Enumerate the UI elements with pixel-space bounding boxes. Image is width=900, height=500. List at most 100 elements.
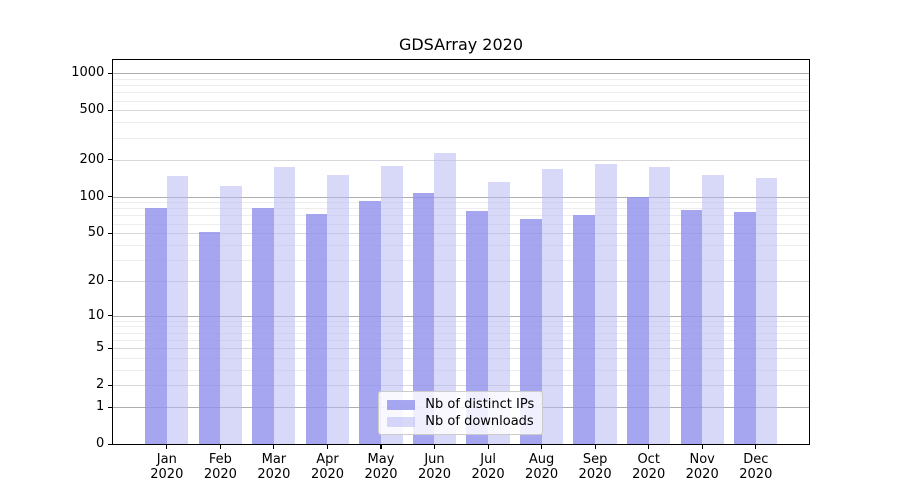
gridline-6 [113,339,810,341]
gridline-30 [113,259,810,261]
x-tick-label-nov: Nov 2020 [670,452,734,483]
legend-item-downloads: Nb of downloads [387,413,534,430]
y-tick-label-1000: 1000 [71,65,105,81]
y-tick-mark-500 [108,109,113,111]
x-tick-mark-may [380,445,382,450]
bar-downloads-jun [434,152,457,445]
legend-swatch-ips [387,399,416,410]
y-tick-mark-1 [108,406,113,408]
y-tick-mark-5 [108,347,113,349]
y-tick-mark-50 [108,232,113,234]
x-tick-month: Mar [261,451,287,467]
x-tick-label-aug: Aug 2020 [510,452,574,483]
x-tick-month: Apr [316,451,339,467]
x-tick-mark-mar [273,445,275,450]
bar-ips-mar [252,208,274,445]
bar-downloads-may [380,166,403,445]
x-tick-year: 2020 [471,467,505,482]
x-tick-mark-jul [487,445,489,450]
x-tick-year: 2020 [525,467,559,482]
x-tick-mark-oct [648,445,650,450]
gridline-700 [113,92,810,94]
x-tick-month: Dec [743,451,769,467]
x-tick-mark-feb [219,445,221,450]
x-tick-mark-jun [433,445,436,450]
x-tick-month: Jul [480,451,496,467]
gridline-10 [113,315,810,317]
gridline-600 [113,100,810,102]
y-tick-label-0: 0 [96,436,105,452]
x-tick-label-may: May 2020 [349,452,413,483]
gridline-500 [113,110,810,112]
chart-title: GDSArray 2020 [398,35,524,54]
y-tick-mark-2 [108,384,113,386]
legend-label-downloads: Nb of downloads [425,413,534,429]
x-tick-mark-dec [755,445,757,450]
y-tick-label-10: 10 [87,307,105,323]
bar-ips-apr [305,213,328,445]
gridline-80 [113,208,810,210]
gridline-4 [113,357,810,359]
x-tick-mark-sep [594,445,596,450]
y-tick-label-50: 50 [87,225,105,241]
x-tick-year: 2020 [150,467,184,482]
bar-ips-may [359,200,381,445]
y-tick-label-200: 200 [79,151,105,167]
x-tick-label-sep: Sep 2020 [563,452,627,483]
gridline-50 [113,233,810,235]
y-tick-mark-10 [108,315,113,317]
bar-downloads-sep [595,164,617,445]
plot-area: Nb of distinct IPs Nb of downloads [112,59,811,446]
y-tick-label-2: 2 [96,377,105,393]
x-tick-label-feb: Feb 2020 [188,452,252,483]
x-tick-mark-jan [166,445,168,450]
bar-ips-oct [627,196,649,445]
bar-downloads-jul [488,181,510,445]
bar-ips-nov [680,209,703,445]
y-tick-mark-1000 [108,72,113,74]
x-tick-month: Jan [156,451,177,467]
x-tick-mark-nov [701,445,703,450]
bar-downloads-mar [273,166,296,445]
bar-downloads-feb [220,186,242,445]
gridline-60 [113,223,810,225]
gridline-400 [113,122,810,124]
x-tick-month: Oct [637,451,660,467]
bar-downloads-apr [327,174,350,445]
gridline-40 [113,244,810,246]
x-tick-label-jan: Jan 2020 [135,452,199,483]
x-tick-label-apr: Apr 2020 [296,452,360,483]
x-tick-month: Jun [424,451,445,467]
bar-ips-feb [198,232,221,445]
legend-item-distinct-ips: Nb of distinct IPs [387,396,534,413]
x-tick-label-jul: Jul 2020 [456,452,520,483]
x-tick-year: 2020 [739,467,773,482]
x-tick-month: May [367,451,395,467]
bar-downloads-oct [648,166,671,445]
x-tick-year: 2020 [578,467,612,482]
gridline-1000 [113,73,810,75]
gridline-300 [113,137,810,139]
x-tick-label-mar: Mar 2020 [242,452,306,483]
x-tick-label-jun: Jun 2020 [403,452,467,483]
legend-swatch-downloads [387,416,416,427]
x-tick-label-oct: Oct 2020 [617,452,681,483]
gridline-900 [113,78,810,80]
y-tick-mark-200 [108,158,113,161]
x-tick-year: 2020 [685,467,719,482]
bar-ips-aug [519,219,542,445]
gridline-8 [113,326,810,328]
y-tick-label-100: 100 [79,188,105,204]
x-tick-month: Nov [689,451,715,467]
bar-downloads-jan [166,175,189,445]
bar-ips-jun [412,193,435,445]
bar-downloads-nov [702,175,724,445]
y-tick-mark-100 [108,195,113,198]
y-tick-mark-0 [108,443,113,445]
legend-label-distinct-ips: Nb of distinct IPs [425,396,535,412]
y-tick-label-500: 500 [79,102,105,118]
bar-ips-jul [466,211,489,445]
x-tick-mark-apr [326,445,329,450]
legend: Nb of distinct IPs Nb of downloads [378,391,544,435]
